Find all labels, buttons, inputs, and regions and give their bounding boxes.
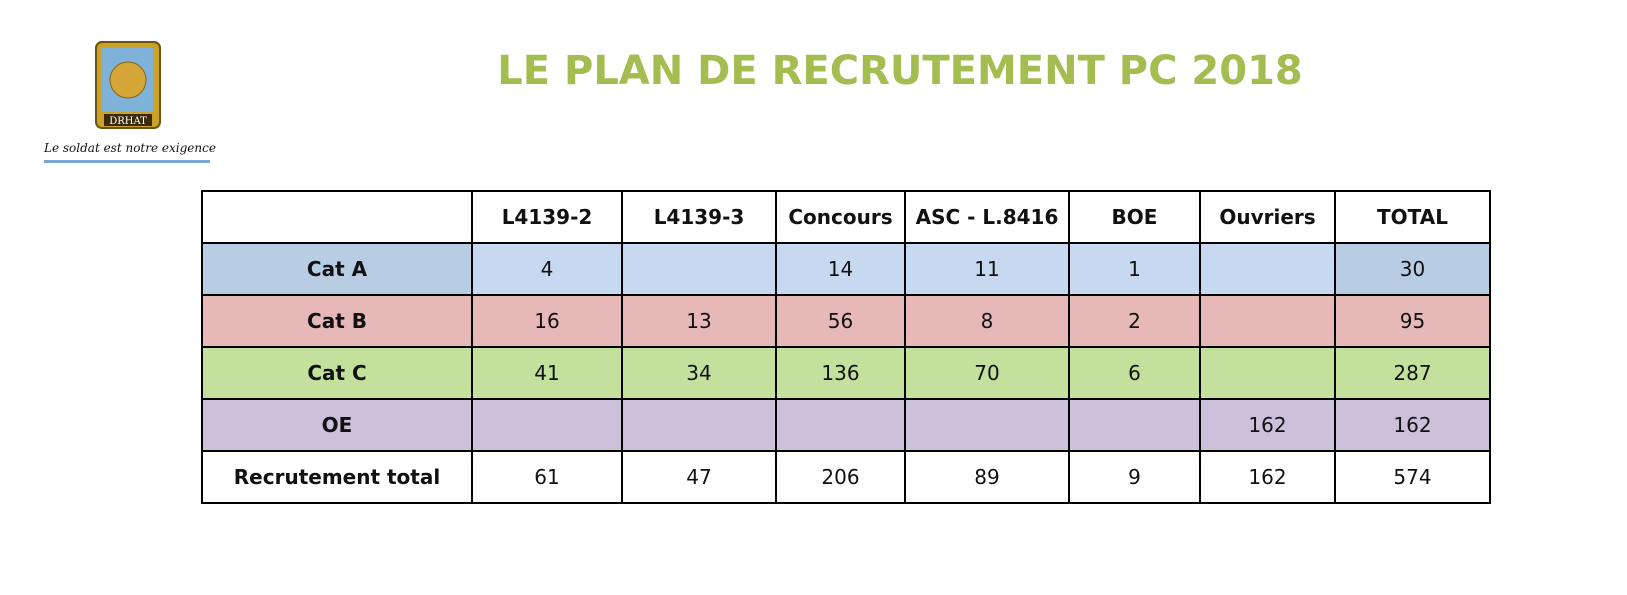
- table-cell: 41: [471, 346, 623, 400]
- logo-band: [104, 114, 152, 126]
- row-label: Cat A: [201, 242, 473, 296]
- column-header: Concours: [775, 190, 906, 244]
- table-cell: 162: [1199, 398, 1336, 452]
- table-cell: 1: [1068, 242, 1201, 296]
- table-cell: 162: [1334, 398, 1491, 452]
- header-row: L4139-2 L4139-3 Concours ASC - L.8416 BOE Ouv…: [201, 190, 1491, 244]
- table-cell: 8: [904, 294, 1070, 348]
- empty-cell: [904, 398, 1070, 452]
- table-row: Cat A 4 14 11 1 30: [201, 242, 1491, 296]
- empty-cell: [1199, 346, 1336, 400]
- table-cell: 287: [1334, 346, 1491, 400]
- empty-cell: [471, 398, 623, 452]
- table-cell: 11: [904, 242, 1070, 296]
- column-header: BOE: [1068, 190, 1201, 244]
- table-cell: 14: [775, 242, 906, 296]
- table-cell: 47: [621, 450, 777, 504]
- table-cell: 2: [1068, 294, 1201, 348]
- table-row: Cat B 16 13 56 8 2 95: [201, 294, 1491, 348]
- motto: Le soldat est notre exigence: [43, 141, 216, 155]
- corner-cell: [201, 190, 473, 244]
- row-label: Cat C: [201, 346, 473, 400]
- empty-cell: [1199, 242, 1336, 296]
- column-header: L4139-2: [471, 190, 623, 244]
- table-cell: 30: [1334, 242, 1491, 296]
- title: LE PLAN DE RECRUTEMENT PC 2018: [497, 48, 1303, 94]
- table-cell: 34: [621, 346, 777, 400]
- table-row: Recrutement total 61 47 206 89 9 162 574: [201, 450, 1491, 504]
- column-header: ASC - L.8416: [904, 190, 1070, 244]
- table-cell: 70: [904, 346, 1070, 400]
- empty-cell: [1068, 398, 1201, 452]
- logo-emblem: [109, 61, 147, 99]
- empty-cell: [775, 398, 906, 452]
- table-row: Cat C 41 34 136 70 6 287: [201, 346, 1491, 400]
- column-header: L4139-3: [621, 190, 777, 244]
- table-cell: 206: [775, 450, 906, 504]
- table-cell: 56: [775, 294, 906, 348]
- table-cell: 6: [1068, 346, 1201, 400]
- table-cell: 95: [1334, 294, 1491, 348]
- column-header: Ouvriers: [1199, 190, 1336, 244]
- table-cell: 61: [471, 450, 623, 504]
- table-cell: 136: [775, 346, 906, 400]
- table: L4139-2 L4139-3 Concours ASC - L.8416 BOE Ouv…: [201, 190, 1491, 504]
- empty-cell: [621, 242, 777, 296]
- column-header: TOTAL: [1334, 190, 1491, 244]
- row-label: Cat B: [201, 294, 473, 348]
- table-cell: 574: [1334, 450, 1491, 504]
- motto-underline: [44, 160, 210, 163]
- logo-text: DRHAT: [109, 116, 147, 127]
- logo: DRHAT Le soldat est notre exigence: [43, 41, 216, 163]
- empty-cell: [1199, 294, 1336, 348]
- table-cell: 9: [1068, 450, 1201, 504]
- table-cell: 162: [1199, 450, 1336, 504]
- table-cell: 89: [904, 450, 1070, 504]
- table-cell: 13: [621, 294, 777, 348]
- table-cell: 4: [471, 242, 623, 296]
- table-cell: 16: [471, 294, 623, 348]
- row-label: Recrutement total: [201, 450, 473, 504]
- table-row: OE 162 162: [201, 398, 1491, 452]
- row-label: OE: [201, 398, 473, 452]
- empty-cell: [621, 398, 777, 452]
